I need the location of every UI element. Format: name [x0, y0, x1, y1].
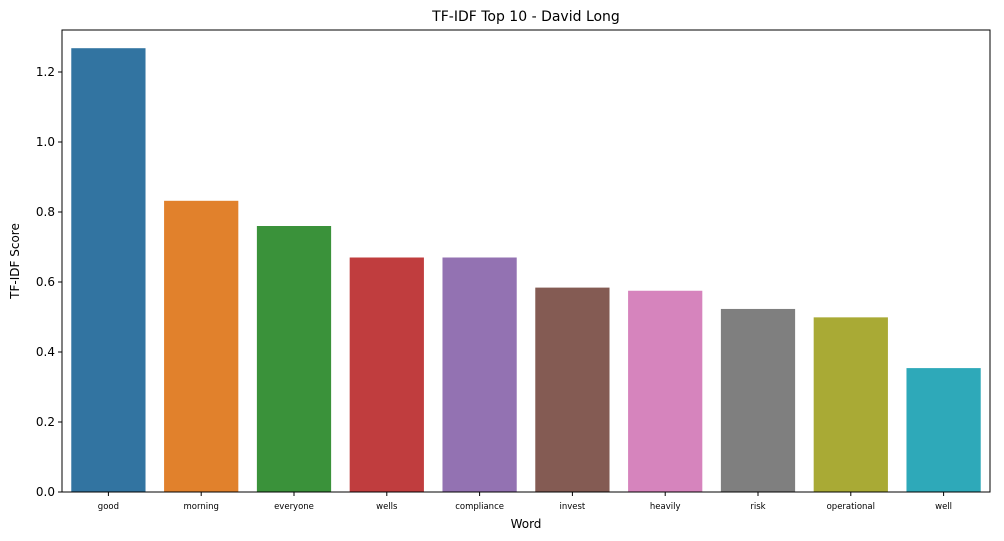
x-tick-label: morning: [184, 502, 219, 512]
y-tick-label: 0.0: [36, 485, 55, 499]
x-tick-label: risk: [750, 502, 765, 512]
y-axis-ticks: 0.0 0.2 0.4 0.6 0.8 1.0 1.2: [36, 65, 62, 499]
bars: [71, 48, 981, 493]
x-tick-label: compliance: [455, 502, 504, 512]
plot-frame: [61, 29, 991, 493]
bar-everyone: [256, 226, 332, 492]
bar-wells: [349, 257, 424, 492]
y-tick-label: 1.2: [36, 65, 55, 79]
x-axis-ticks: good morning everyone wells compliance invest…: [98, 492, 952, 512]
y-tick-label: 0.6: [36, 275, 55, 289]
x-tick-label: well: [935, 502, 952, 512]
y-tick-label: 0.8: [36, 205, 55, 219]
bar-operational: [813, 317, 888, 492]
y-axis-label: TF-IDF Score: [8, 223, 22, 300]
y-tick-label: 0.4: [36, 345, 55, 359]
x-tick-label: heavily: [650, 502, 681, 512]
chart-title: TF-IDF Top 10 - David Long: [431, 9, 620, 25]
x-tick-label: wells: [376, 502, 398, 512]
y-tick-label: 1.0: [36, 135, 55, 149]
bar-good: [71, 48, 146, 492]
bar-morning: [164, 200, 239, 493]
x-tick-label: good: [98, 502, 119, 512]
bar-invest: [535, 287, 610, 492]
x-tick-label: operational: [827, 502, 875, 512]
bar-compliance: [442, 257, 517, 492]
bar-heavily: [628, 290, 703, 492]
x-tick-label: everyone: [274, 502, 314, 512]
bar-well: [906, 368, 981, 492]
x-axis-label: Word: [511, 517, 542, 531]
y-tick-label: 0.2: [36, 415, 55, 429]
x-tick-label: invest: [560, 502, 586, 512]
bar-risk: [720, 308, 796, 492]
